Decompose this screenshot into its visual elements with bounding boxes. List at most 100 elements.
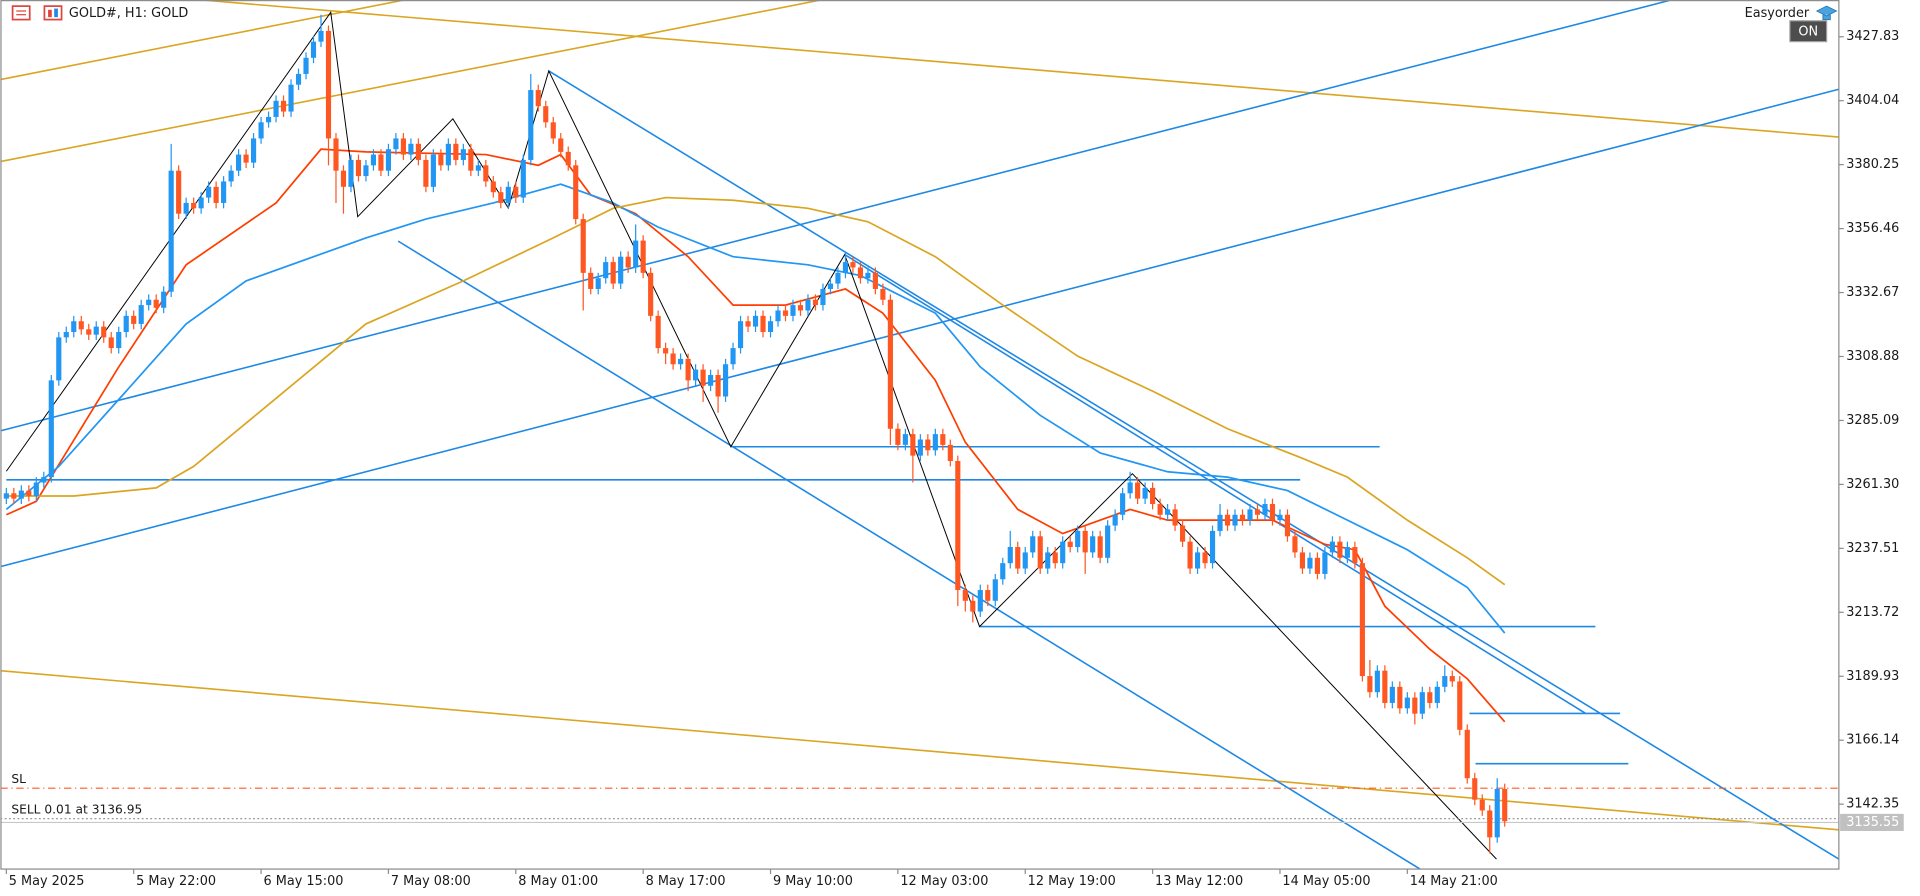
trendline: [0, 0, 821, 163]
candle-body: [917, 439, 923, 456]
y-tick-label: 3404.04: [1846, 93, 1899, 108]
candle-body: [1007, 547, 1013, 564]
candle-body: [153, 299, 159, 308]
candle-body: [251, 138, 257, 163]
y-tick-label: 3237.51: [1846, 541, 1899, 556]
candle-body: [86, 329, 92, 335]
expert-status-button[interactable]: [1789, 20, 1828, 43]
candle-body: [191, 202, 197, 209]
expert-icon: [1815, 5, 1838, 21]
candle-body: [1067, 541, 1073, 548]
candle-body: [535, 90, 541, 107]
candle-body: [1419, 692, 1425, 714]
candle-body: [648, 272, 654, 316]
candle-body: [33, 482, 39, 496]
candle-body: [805, 299, 811, 311]
candle-body: [752, 315, 759, 327]
candle-body: [355, 159, 362, 177]
moving-average: [5, 183, 1506, 634]
candle-body: [633, 240, 639, 268]
candle-body: [1247, 509, 1253, 521]
candle-body: [1052, 552, 1058, 564]
candle-body: [992, 579, 998, 601]
candle-body: [243, 154, 249, 163]
x-tick-label: 9 May 10:00: [773, 874, 853, 889]
candle-body: [273, 100, 279, 117]
candle-body: [280, 100, 287, 112]
candle-body: [63, 331, 69, 338]
icon-bar: [48, 9, 52, 18]
trendline: [0, 0, 405, 81]
trendline: [201, 0, 1839, 138]
candle-body: [393, 138, 399, 150]
candle-body: [138, 305, 144, 324]
candle-body: [722, 364, 729, 397]
candle-body: [857, 267, 863, 279]
x-tick-label: 14 May 21:00: [1410, 874, 1498, 889]
candle-body: [1269, 504, 1276, 521]
expert-name: Easyorder: [1745, 6, 1810, 21]
y-tick-label: 3213.72: [1846, 605, 1899, 620]
candle-body: [1284, 514, 1291, 537]
candle-body: [872, 272, 878, 289]
x-tick-label: 13 May 12:00: [1155, 874, 1243, 889]
candle-body: [333, 138, 339, 171]
candle-body: [468, 149, 474, 171]
trendline: [0, 669, 1839, 831]
candle-body: [370, 154, 377, 166]
candle-body: [325, 30, 332, 139]
candle-body: [56, 337, 62, 381]
candle-body: [1464, 729, 1470, 779]
icon-menu[interactable]: [11, 5, 31, 21]
candle-body: [108, 337, 114, 349]
candle-body: [1457, 681, 1463, 730]
candle-body: [183, 202, 189, 214]
candle-body: [48, 380, 54, 478]
expert-status[interactable]: ON: [1798, 24, 1818, 39]
candle-body: [41, 477, 47, 483]
y-tick-label: 3142.35: [1846, 797, 1899, 812]
candle-body: [1037, 536, 1043, 569]
candle-body: [1262, 504, 1268, 515]
moving-average: [5, 148, 1506, 723]
candle-body: [453, 143, 459, 160]
candle-body: [1135, 482, 1141, 499]
candle-body: [475, 165, 481, 171]
candle-body: [438, 154, 444, 166]
candle-body: [715, 374, 721, 397]
candle-body: [902, 434, 908, 445]
candle-body: [1202, 552, 1208, 564]
candle-body: [1022, 552, 1028, 569]
candle-body: [221, 181, 227, 203]
candle-body: [737, 321, 744, 349]
candle-body: [131, 315, 137, 324]
candle-body: [213, 186, 219, 203]
candle-body: [1314, 557, 1320, 574]
candle-body: [1449, 676, 1455, 682]
trendline: [844, 253, 1587, 715]
chart-title: GOLD#, H1: GOLD: [69, 6, 188, 21]
candle-body: [955, 461, 961, 591]
x-tick-label: 14 May 05:00: [1282, 874, 1370, 889]
candle-body: [700, 369, 706, 386]
candle-body: [340, 170, 347, 187]
candle-body: [655, 315, 661, 349]
candle-body: [1239, 514, 1246, 521]
candle-body: [1344, 547, 1350, 558]
candle-body: [895, 428, 901, 445]
candle-body: [1082, 530, 1088, 553]
candle-body: [543, 106, 549, 123]
y-tick-label: 3332.67: [1846, 285, 1899, 300]
candle-body: [1254, 509, 1261, 515]
y-tick-label: 3427.83: [1846, 29, 1899, 44]
candle-body: [1367, 676, 1373, 693]
candle-body: [1142, 487, 1148, 499]
candle-body: [1292, 536, 1298, 553]
candle-body: [767, 321, 774, 332]
candle-body: [408, 143, 414, 155]
current-price-box: [1840, 813, 1904, 832]
candle-body: [1209, 530, 1216, 564]
icon-chart[interactable]: [43, 5, 63, 21]
